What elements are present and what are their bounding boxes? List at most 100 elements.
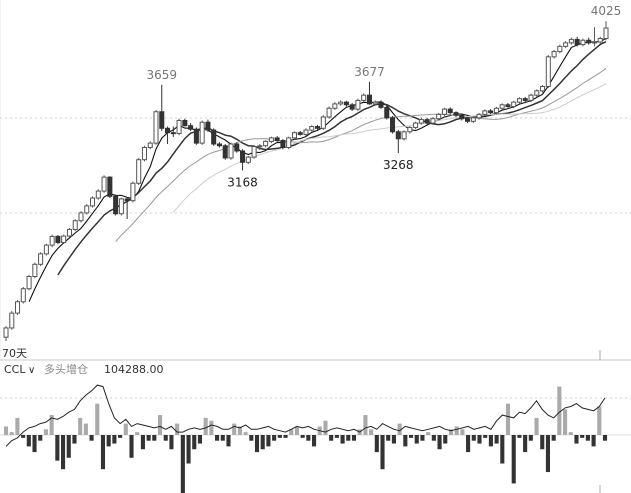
indicator-bar <box>363 415 368 435</box>
candle-body <box>291 132 297 139</box>
candle-body <box>349 104 355 110</box>
candle <box>551 49 557 59</box>
candle <box>534 89 540 97</box>
chevron-down-icon[interactable]: ∨ <box>28 365 35 376</box>
indicator-bar <box>568 432 573 435</box>
candle <box>159 84 165 131</box>
candle-body <box>361 94 367 101</box>
candle <box>216 142 222 148</box>
price-annotation: 3677 <box>354 65 385 79</box>
candle <box>366 81 372 105</box>
candle-body <box>176 119 182 135</box>
indicator-bar <box>460 429 465 435</box>
indicator-bar <box>232 423 237 435</box>
candle-body <box>101 176 107 192</box>
candle <box>107 176 113 199</box>
candle-body <box>545 56 551 87</box>
candle-body <box>378 101 384 108</box>
candle <box>101 175 107 193</box>
candle <box>257 144 263 151</box>
candle-body <box>274 137 280 142</box>
indicator-bar <box>545 435 551 473</box>
candle <box>465 116 471 124</box>
candle-body <box>407 126 413 133</box>
indicator-bars <box>0 386 631 493</box>
candle-body <box>257 145 263 148</box>
candle <box>436 112 442 121</box>
candle <box>516 97 522 104</box>
candle <box>153 110 159 145</box>
candle <box>113 194 119 216</box>
candle <box>124 197 130 219</box>
candle-body <box>516 98 522 103</box>
candle-body <box>390 117 396 133</box>
candle-body <box>586 39 592 44</box>
indicator-bar <box>152 435 157 441</box>
indicator-bar <box>175 423 180 435</box>
candle-body <box>280 140 286 148</box>
indicator-bar <box>237 426 242 435</box>
candle <box>597 36 603 44</box>
candle-body <box>563 42 569 47</box>
candle <box>522 96 528 103</box>
indicator-bar <box>380 435 385 470</box>
candle-body <box>141 146 147 161</box>
candle <box>338 100 344 106</box>
candle <box>528 93 534 103</box>
indicator-bar <box>66 435 71 458</box>
indicator-bar <box>135 432 140 435</box>
indicator-bar <box>26 435 31 447</box>
ma-line-20 <box>115 67 607 242</box>
candle-body <box>534 90 540 96</box>
candle <box>488 109 494 115</box>
candle <box>326 106 332 119</box>
indicator-bar <box>209 420 214 435</box>
indicator-bar <box>351 435 357 441</box>
indicator-bar <box>243 432 248 435</box>
indicator-bar <box>306 435 311 441</box>
candle-body <box>26 276 32 290</box>
candle-body <box>188 125 194 130</box>
candle-body <box>32 263 38 278</box>
candle-body <box>441 108 447 115</box>
candle-body <box>107 176 113 197</box>
indicator-bar <box>477 435 482 444</box>
indicator-bar <box>420 435 425 441</box>
candle <box>574 36 580 47</box>
indicator-bar <box>534 417 539 435</box>
candle <box>55 235 61 245</box>
candle-body <box>591 41 597 44</box>
indicator-bar <box>494 435 499 444</box>
indicator-bar <box>431 435 436 441</box>
indicator-bar <box>49 415 54 435</box>
indicator-bar <box>9 432 14 435</box>
candle <box>147 141 153 150</box>
price-annotations: 3659 3168 3677 3268 4025 <box>146 4 621 189</box>
candle-body <box>401 131 407 140</box>
indicator-bar <box>580 435 585 438</box>
candle <box>424 117 430 125</box>
candle <box>211 128 217 146</box>
indicator-bar <box>192 435 197 450</box>
indicator-name[interactable]: CCL <box>4 363 26 376</box>
candle <box>228 142 234 160</box>
indicator-line <box>5 384 606 447</box>
candle <box>176 118 182 136</box>
indicator-bar <box>95 403 100 435</box>
candle <box>390 116 396 134</box>
candle <box>499 103 505 110</box>
candle-body <box>418 119 424 124</box>
candle <box>361 93 367 103</box>
indicator-bar <box>38 435 43 441</box>
candle <box>355 98 361 111</box>
indicator-bar <box>403 435 408 447</box>
indicator-bar <box>118 435 123 438</box>
indicator-bar <box>386 435 391 441</box>
candle <box>372 100 378 106</box>
candle <box>441 107 447 117</box>
candle-body <box>95 190 101 199</box>
indicator-mode: 多头增仓 <box>44 362 88 376</box>
candle <box>280 139 286 150</box>
indicator-bar <box>483 435 488 438</box>
